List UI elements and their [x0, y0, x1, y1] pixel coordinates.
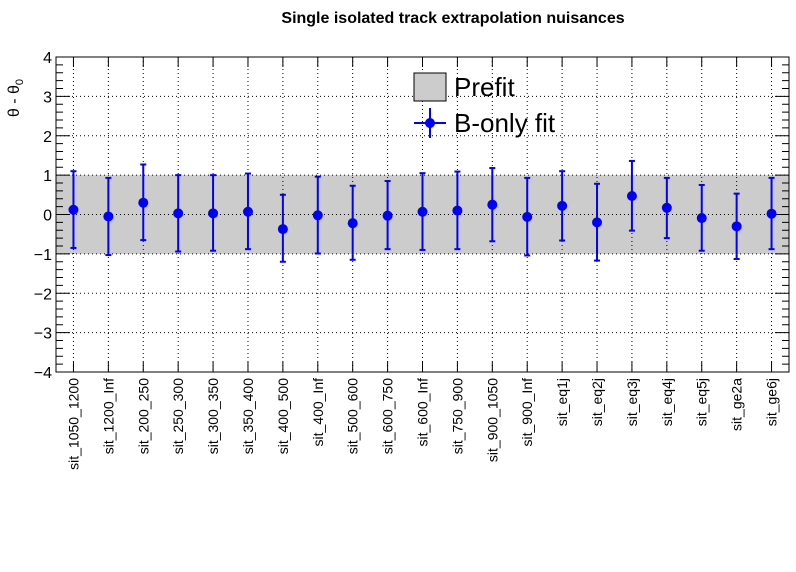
point-marker [766, 208, 777, 219]
y-tick-label: 1 [43, 168, 52, 185]
x-tick-label: sit_ge2a [729, 378, 745, 431]
x-tick-label: sit_eq3j [624, 378, 640, 426]
x-tick-label: sit_200_250 [135, 378, 151, 455]
data-point-sit_eq5j [696, 183, 707, 252]
point-marker [277, 224, 288, 235]
grid [56, 57, 789, 372]
data-point-sit_350_400 [242, 172, 253, 251]
y-tick-label: 3 [43, 89, 52, 106]
x-tick-label: sit_eq5j [694, 378, 710, 426]
point-marker [626, 190, 637, 201]
data-point-sit_600_Inf [417, 172, 428, 251]
x-tick-label: sit_900_Inf [519, 378, 535, 447]
point-marker [731, 221, 742, 232]
data-point-sit_500_600 [347, 184, 358, 261]
y-tick-label: 4 [43, 50, 52, 67]
x-tick-label: sit_900_1050 [484, 378, 500, 462]
point-marker [208, 208, 219, 219]
legend: Prefit B-only fit [413, 72, 556, 138]
x-tick-label: sit_400_500 [275, 378, 291, 455]
legend-prefit-swatch [413, 72, 447, 102]
data-point-sit_600_750 [382, 180, 393, 251]
y-tick-label: −2 [34, 286, 52, 303]
y-axis-title-subscript: 0 [14, 79, 26, 85]
point-marker [103, 211, 114, 222]
point-marker [347, 218, 358, 229]
x-tick-label: sit_ge6j [764, 378, 780, 426]
point-marker [242, 206, 253, 217]
x-tick-label: sit_1200_Inf [100, 378, 116, 454]
point-marker [138, 197, 149, 208]
point-marker [173, 208, 184, 219]
data-point-sit_400_Inf [312, 175, 323, 255]
point-marker [592, 217, 603, 228]
y-axis-title-main: θ - θ [6, 85, 23, 117]
y-tick-label: −1 [34, 247, 52, 264]
point-marker [487, 199, 498, 210]
y-tick-label: −4 [34, 365, 52, 382]
x-tick-label: sit_600_Inf [415, 378, 431, 447]
data-point-sit_400_500 [277, 193, 288, 263]
x-tick-label: sit_750_900 [449, 378, 465, 455]
point-marker [661, 202, 672, 213]
y-axis-title: θ - θ0 [6, 79, 26, 117]
y-tick-label: −3 [34, 326, 52, 343]
legend-fit-marker [425, 118, 435, 128]
x-tick-label: sit_250_300 [170, 378, 186, 455]
data-point-sit_1200_Inf [103, 176, 114, 257]
point-marker [417, 206, 428, 217]
point-marker [522, 211, 533, 222]
data-point-sit_750_900 [452, 170, 463, 251]
legend-prefit-label: Prefit [454, 72, 515, 102]
data-point-sit_250_300 [173, 174, 184, 253]
x-axis: sit_1050_1200 sit_1200_Inf sit_200_250 sit_… [65, 57, 780, 470]
data-point-sit_eq3j [626, 159, 637, 232]
data-point-sit_ge6j [766, 176, 777, 251]
data-point-sit_300_350 [208, 174, 219, 252]
plot-frame [55, 56, 790, 373]
x-tick-label: sit_eq1j [554, 378, 570, 426]
data-point-sit_200_250 [138, 163, 149, 242]
y-tick-label: 0 [43, 208, 52, 225]
data-point-sit_900_1050 [487, 167, 498, 243]
data-point-sit_eq1j [557, 170, 568, 242]
point-marker [557, 200, 568, 211]
data-point-sit_ge2a [731, 192, 742, 260]
data-point-sit_eq4j [661, 176, 672, 240]
data-point-sit_eq2j [592, 182, 603, 262]
point-marker [382, 210, 393, 221]
point-marker [312, 210, 323, 221]
data-point-sit_900_Inf [522, 176, 533, 257]
x-tick-label: sit_500_600 [345, 378, 361, 455]
x-tick-label: sit_350_400 [240, 378, 256, 455]
x-tick-label: sit_600_750 [380, 378, 396, 455]
x-tick-label: sit_300_350 [205, 378, 221, 455]
legend-fit-label: B-only fit [454, 108, 556, 138]
y-axis: 4 3 2 1 0 −1 −2 −3 −4 [34, 50, 789, 382]
chart-title: Single isolated track extrapolation nuis… [281, 10, 624, 27]
point-marker [696, 213, 707, 224]
x-tick-label: sit_eq4j [659, 378, 675, 426]
point-marker [452, 205, 463, 216]
x-tick-label: sit_400_Inf [310, 378, 326, 447]
point-marker [68, 204, 79, 215]
data-point-sit_1050_1200 [68, 170, 79, 249]
x-tick-label: sit_eq2j [589, 378, 605, 426]
fit-points [68, 159, 777, 263]
y-tick-label: 2 [43, 129, 52, 146]
x-tick-label: sit_1050_1200 [65, 378, 81, 470]
